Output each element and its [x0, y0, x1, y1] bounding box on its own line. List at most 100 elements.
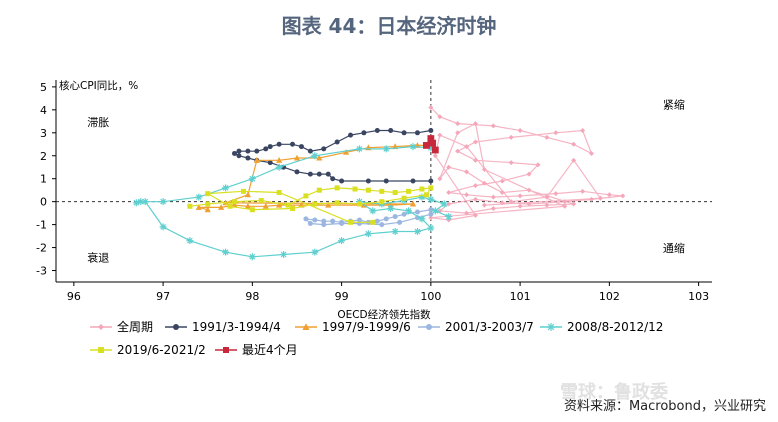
data-point [571, 141, 577, 147]
data-point [303, 216, 309, 222]
data-point [490, 206, 496, 212]
legend-item-6: 最近4个月 [215, 343, 298, 357]
quadrant-label: 衰退 [87, 250, 109, 264]
data-point [553, 130, 559, 136]
data-point [253, 157, 260, 163]
legend-swatch-marker [547, 323, 555, 331]
data-point [428, 185, 434, 191]
data-point [187, 203, 193, 209]
series-line [233, 129, 432, 182]
data-point [263, 146, 269, 152]
series-layer [132, 105, 626, 261]
y-tick-label: 0 [40, 196, 47, 209]
data-point [355, 145, 363, 153]
data-point [325, 171, 331, 177]
data-point [280, 250, 288, 258]
data-point [248, 175, 256, 183]
data-point [222, 248, 230, 256]
data-point [455, 130, 461, 136]
series-6 [422, 135, 439, 154]
data-point [364, 230, 372, 238]
data-point [311, 152, 319, 160]
data-point [159, 223, 167, 231]
data-point [218, 204, 225, 210]
data-point [258, 198, 264, 204]
data-point [431, 146, 439, 154]
data-point [571, 157, 577, 163]
legend-label: 2019/6-2021/2 [117, 343, 206, 357]
data-point [418, 215, 426, 223]
data-point [334, 200, 340, 206]
plot-frame: 96 97 98 99 100 101 102 103 -3 -2 -1 0 1 2 3 4 5 [36, 80, 712, 303]
data-point [414, 209, 420, 215]
data-point [245, 148, 251, 154]
data-point [236, 153, 242, 159]
data-point [481, 167, 487, 173]
data-point [383, 178, 389, 184]
data-point [307, 171, 313, 177]
y-tick-label: 5 [40, 81, 47, 94]
series-5 [187, 185, 434, 225]
x-tick-label: 101 [510, 290, 531, 303]
data-point [236, 148, 242, 154]
data-point [428, 215, 434, 221]
legend-label: 1991/3-1994/4 [192, 320, 281, 334]
data-point [276, 189, 282, 195]
data-point [276, 201, 283, 208]
legend-label: 2001/3-2003/7 [445, 320, 534, 334]
data-point [379, 188, 385, 194]
data-point [544, 194, 550, 200]
data-point [427, 135, 435, 142]
data-point [464, 210, 470, 216]
legend: 全周期 1991/3-1994/4 1997/9-1999/6 2001/3-2003… [90, 319, 663, 357]
data-point [406, 188, 412, 194]
data-point [307, 148, 313, 154]
x-tick-label: 97 [156, 290, 170, 303]
x-tick-label: 100 [420, 290, 441, 303]
data-point [267, 144, 273, 150]
data-point [379, 222, 385, 228]
y-tick-label: 4 [40, 104, 47, 117]
data-point [446, 164, 452, 170]
data-point [293, 154, 301, 161]
data-point [267, 160, 273, 166]
data-point [405, 207, 413, 215]
data-point [222, 184, 230, 192]
data-point [620, 193, 626, 199]
data-point [409, 200, 417, 207]
legend-item-1: 1991/3-1994/4 [165, 320, 281, 334]
data-point [348, 219, 354, 225]
legend-item-4: 2008/8-2012/12 [540, 320, 663, 334]
data-point [410, 178, 416, 184]
y-tick-label: 1 [40, 173, 47, 186]
legend-label: 2008/8-2012/12 [567, 320, 663, 334]
data-point [205, 191, 211, 197]
legend-label: 最近4个月 [242, 343, 298, 357]
data-point [499, 178, 505, 184]
series-0 [428, 105, 626, 223]
legend-swatch-marker [223, 347, 229, 353]
figure-title: 图表 44：日本经济时钟 [281, 14, 497, 38]
data-point [431, 207, 439, 215]
data-point [490, 194, 496, 200]
x-tick-label: 96 [67, 290, 81, 303]
data-point [159, 198, 167, 206]
data-point [342, 149, 350, 155]
data-point [339, 178, 345, 184]
series-line [136, 145, 449, 258]
data-point [427, 144, 435, 152]
x-axis-label: OECD经济领先指数 [337, 308, 431, 321]
data-point [517, 203, 523, 209]
quadrant-label: 通缩 [663, 242, 685, 255]
y-tick-label: -3 [36, 265, 47, 278]
data-point [186, 237, 194, 245]
data-point [472, 196, 478, 202]
data-point [321, 146, 327, 152]
data-point [481, 202, 487, 208]
data-point [361, 130, 367, 136]
data-point [240, 188, 246, 194]
series-1 [232, 128, 434, 184]
data-point [526, 171, 532, 177]
data-point [437, 114, 443, 120]
data-point [490, 123, 496, 129]
